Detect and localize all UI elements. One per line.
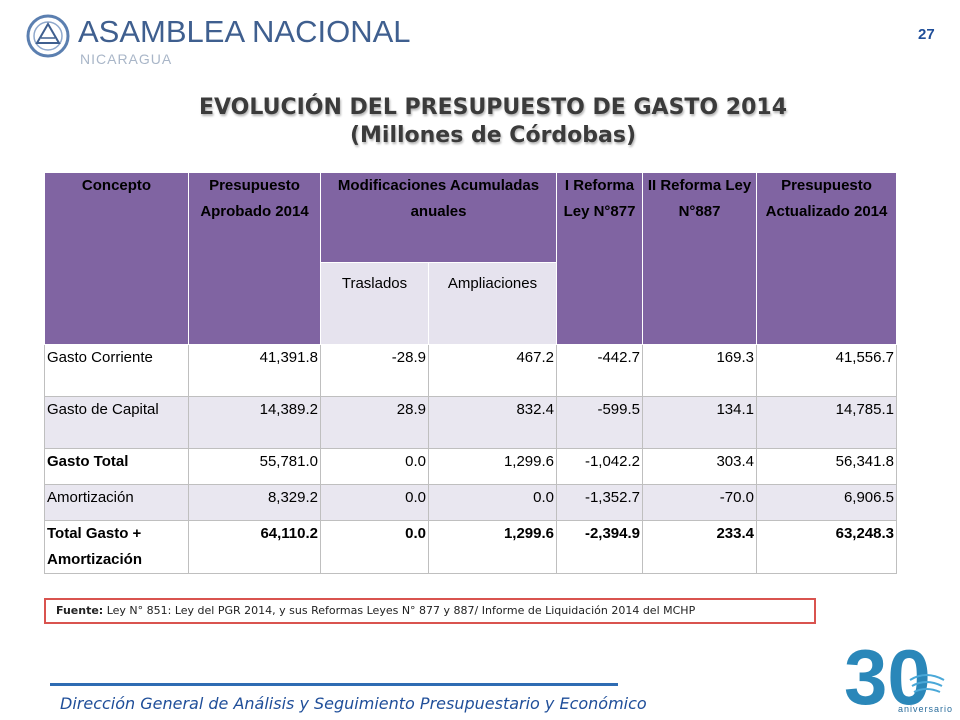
cell-updated: 63,248.3 [756,520,897,574]
table-row: Gasto Corriente 41,391.8 -28.9 467.2 -44… [44,344,897,397]
cell-expansions: 467.2 [428,344,557,397]
source-note: Fuente: Ley N° 851: Ley del PGR 2014, y … [44,598,816,624]
header-reform-2: II Reforma Ley N°887 [642,172,757,345]
title-line-2: (Millones de Córdobas) [349,123,637,148]
page-number: 27 [918,26,935,43]
header-concept: Concepto [44,172,189,345]
cell-reform-2: 169.3 [642,344,757,397]
footer-department: Dirección General de Análisis y Seguimie… [60,694,647,713]
cell-reform-1: -599.5 [556,396,643,449]
cell-concept: Gasto de Capital [44,396,189,449]
header-modifications: Modificaciones Acumuladas anuales [320,172,557,263]
cell-expansions: 1,299.6 [428,448,557,485]
cell-concept: Gasto Total [44,448,189,485]
title-line-1: EVOLUCIÓN DEL PRESUPUESTO DE GASTO 2014 [198,95,788,120]
organization-country: NICARAGUA [80,51,173,67]
header-approved-budget: Presupuesto Aprobado 2014 [188,172,321,345]
cell-transfers: 0.0 [320,484,429,521]
cell-reform-1: -442.7 [556,344,643,397]
budget-table: Concepto Presupuesto Aprobado 2014 Modif… [44,172,897,574]
cell-updated: 14,785.1 [756,396,897,449]
cell-transfers: 0.0 [320,520,429,574]
cell-reform-1: -1,352.7 [556,484,643,521]
cell-concept: Total Gasto + Amortización [44,520,189,574]
header-updated-budget: Presupuesto Actualizado 2014 [756,172,897,345]
cell-updated: 41,556.7 [756,344,897,397]
table-row: Gasto Total 55,781.0 0.0 1,299.6 -1,042.… [44,448,897,485]
cell-expansions: 1,299.6 [428,520,557,574]
table-row: Amortización 8,329.2 0.0 0.0 -1,352.7 -7… [44,484,897,521]
slide-title: EVOLUCIÓN DEL PRESUPUESTO DE GASTO 2014 … [0,94,960,150]
cell-reform-1: -1,042.2 [556,448,643,485]
cell-concept: Gasto Corriente [44,344,189,397]
cell-reform-2: 134.1 [642,396,757,449]
table-row: Gasto de Capital 14,389.2 28.9 832.4 -59… [44,396,897,449]
cell-approved: 55,781.0 [188,448,321,485]
header-transfers: Traslados [320,262,429,345]
cell-reform-2: 233.4 [642,520,757,574]
organization-name: ASAMBLEA NACIONAL [78,14,411,49]
cell-reform-1: -2,394.9 [556,520,643,574]
source-label: Fuente: [56,604,104,617]
source-text: Ley N° 851: Ley del PGR 2014, y sus Refo… [103,604,696,617]
national-assembly-emblem [26,14,70,58]
header-reform-1: I Reforma Ley N°877 [556,172,643,345]
cell-updated: 6,906.5 [756,484,897,521]
header-expansions: Ampliaciones [428,262,557,345]
anniversary-label: aniversario [898,704,954,714]
cell-approved: 41,391.8 [188,344,321,397]
cell-approved: 64,110.2 [188,520,321,574]
cell-updated: 56,341.8 [756,448,897,485]
cell-expansions: 832.4 [428,396,557,449]
cell-concept: Amortización [44,484,189,521]
cell-approved: 8,329.2 [188,484,321,521]
cell-reform-2: 303.4 [642,448,757,485]
cell-expansions: 0.0 [428,484,557,521]
cell-transfers: -28.9 [320,344,429,397]
cell-transfers: 28.9 [320,396,429,449]
anniversary-logo: 30 [844,633,945,720]
cell-transfers: 0.0 [320,448,429,485]
table-row: Total Gasto + Amortización 64,110.2 0.0 … [44,520,897,574]
cell-approved: 14,389.2 [188,396,321,449]
footer-divider [50,683,618,686]
cell-reform-2: -70.0 [642,484,757,521]
